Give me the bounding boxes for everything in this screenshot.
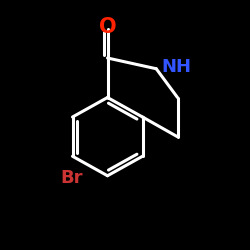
Text: O: O <box>99 17 116 37</box>
Text: NH: NH <box>162 58 192 76</box>
Text: Br: Br <box>60 169 82 187</box>
